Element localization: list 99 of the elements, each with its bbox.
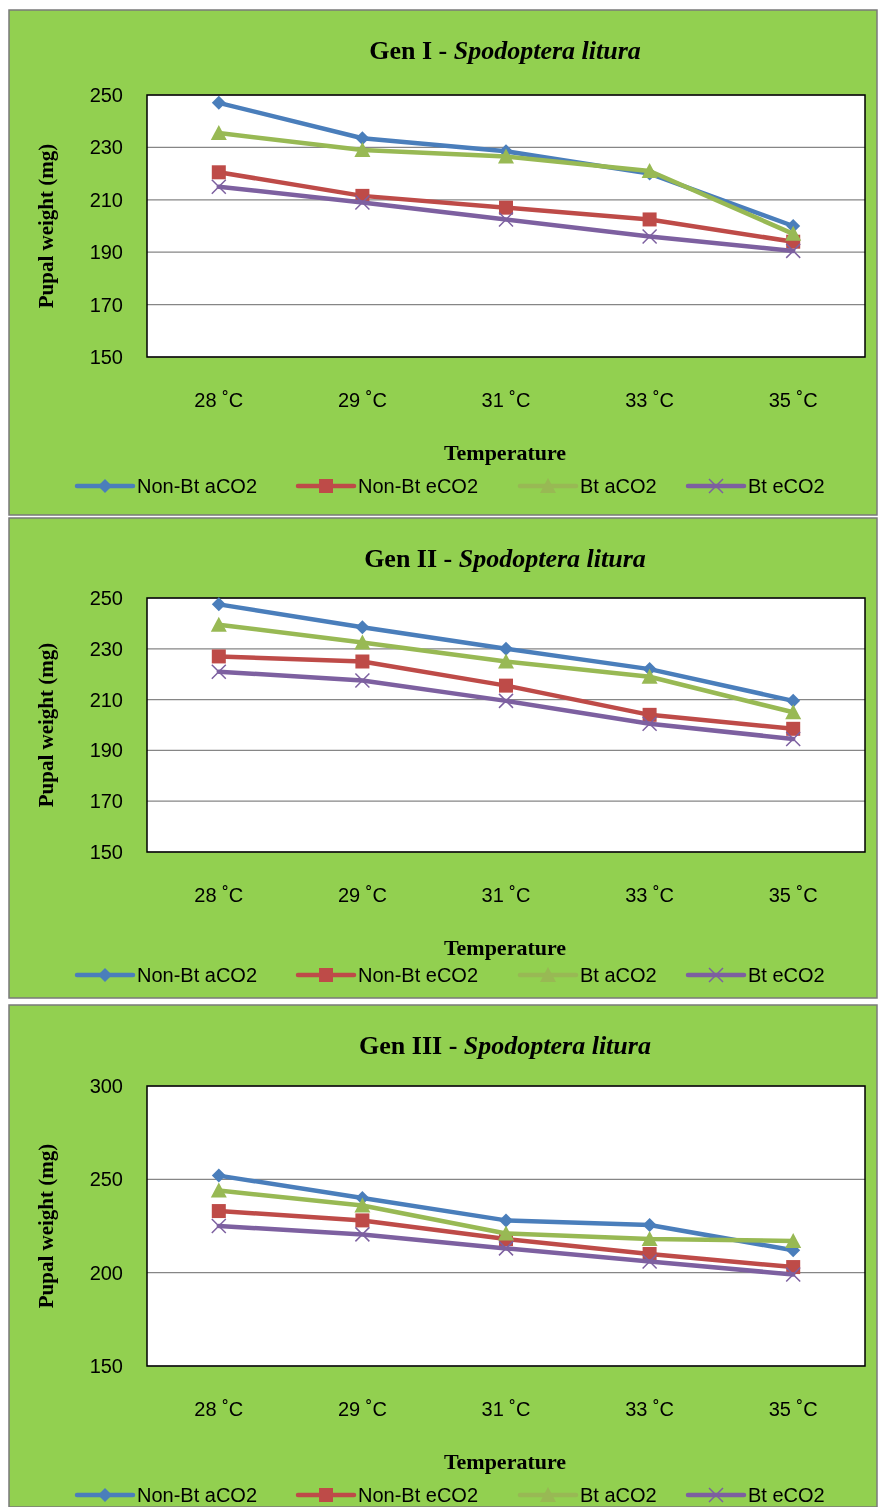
legend-label: Bt eCO2 [748,475,825,497]
y-tick-label: 150 [89,841,123,863]
point [498,653,514,669]
point [355,654,370,669]
y-axis-title: Pupal weight (mg) [34,642,58,808]
legend-label: Non-Bt aCO2 [137,964,258,986]
legend-label: Bt eCO2 [748,964,825,986]
x-tick-label: 33 ˚C [625,884,675,906]
point [785,243,801,259]
point [210,124,227,140]
legend-label: Bt aCO2 [580,475,657,497]
x-axis-title: Temperature [443,935,567,960]
point [355,1213,370,1228]
point [641,715,658,732]
point [210,1182,227,1198]
point [210,616,227,632]
point [211,1204,226,1219]
point [498,148,514,164]
y-tick-label: 170 [89,790,123,813]
point [211,1218,227,1234]
point [355,131,370,146]
chart-title: Gen III - Spodoptera litura [359,1031,651,1060]
point [498,211,514,228]
point [498,1240,514,1257]
point [785,225,802,241]
point [211,178,227,195]
y-tick-label: 190 [89,241,123,264]
x-axis-title: Temperature [443,440,567,465]
point [785,1266,801,1283]
legend-label: Non-Bt aCO2 [137,475,258,497]
legend-label: Non-Bt aCO2 [137,1484,258,1506]
x-tick-label: 29 ˚C [337,884,387,906]
x-tick-label: 28 ˚C [194,389,244,411]
point [785,1232,802,1248]
x-tick-label: 29 ˚C [337,1398,387,1420]
x-tick-label: 35 ˚C [768,389,818,411]
point [354,1197,371,1213]
point [786,693,801,708]
x-axis-title: Temperature [443,1449,567,1474]
x-tick-label: 33 ˚C [625,389,675,411]
x-tick-label: 31 ˚C [481,1398,531,1420]
chart-title: Gen II - Spodoptera litura [364,544,646,573]
point [642,212,657,227]
x-tick-label: 28 ˚C [194,1398,244,1420]
point [499,1213,513,1228]
y-tick-label: 210 [89,688,123,711]
legend-label: Non-Bt eCO2 [358,1484,479,1506]
legend-label: Non-Bt eCO2 [358,964,479,986]
y-tick-label: 210 [89,188,123,211]
point [355,620,370,635]
point [498,1225,514,1241]
y-tick-label: 250 [89,587,123,609]
x-tick-label: 28 ˚C [194,884,244,906]
point [641,1253,658,1270]
y-axis-title: Pupal weight (mg) [34,143,58,309]
point [641,228,658,245]
point [499,641,513,656]
point [785,704,802,720]
y-tick-label: 230 [89,637,123,660]
point [641,1231,658,1247]
point [354,1226,371,1243]
x-tick-label: 33 ˚C [625,1398,675,1420]
y-tick-label: 150 [89,1355,123,1377]
legend-label: Bt aCO2 [580,964,657,986]
y-tick-label: 250 [89,1168,123,1191]
point [498,693,514,709]
x-tick-label: 35 ˚C [768,1398,818,1420]
y-tick-label: 230 [89,136,123,159]
point [354,672,371,689]
legend-label: Non-Bt eCO2 [358,475,479,497]
point [499,678,513,693]
x-tick-label: 31 ˚C [481,389,531,411]
point [211,663,227,680]
point [211,1168,226,1183]
y-tick-label: 190 [89,739,123,762]
x-tick-label: 29 ˚C [337,389,387,411]
x-tick-label: 35 ˚C [768,884,818,906]
point [211,597,226,612]
point [786,721,801,736]
y-tick-label: 170 [89,293,123,316]
point [354,634,371,650]
point [642,1218,657,1233]
point [499,200,513,215]
point [641,668,658,684]
legend-label: Bt eCO2 [748,1484,825,1506]
point [211,649,226,664]
x-tick-label: 31 ˚C [481,884,531,906]
point [211,165,226,180]
legend-label: Bt aCO2 [580,1484,657,1506]
point [211,95,226,110]
y-tick-label: 300 [89,1075,123,1097]
y-tick-label: 200 [89,1261,123,1284]
y-axis-title: Pupal weight (mg) [34,1143,58,1309]
point [354,142,371,158]
y-tick-label: 150 [89,346,123,368]
point [354,194,371,211]
chart-title: Gen I - Spodoptera litura [369,36,641,65]
point [785,731,801,747]
y-tick-label: 250 [89,84,123,106]
